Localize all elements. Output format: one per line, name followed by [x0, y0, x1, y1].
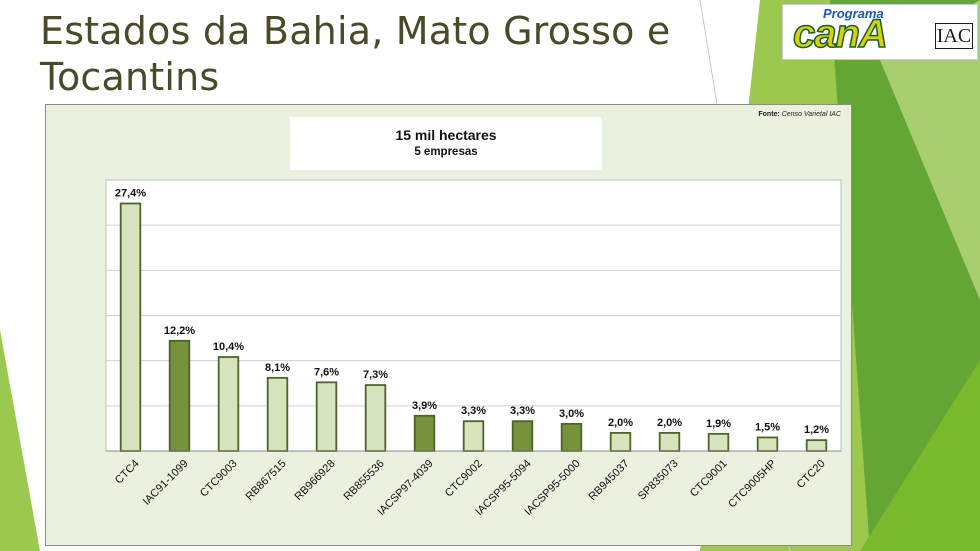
bar-rb945037: [609, 432, 632, 452]
bar-rb855536: [364, 384, 387, 452]
bar-ctc20: [805, 439, 828, 452]
bar-iacsp95-5094: [511, 420, 534, 452]
bar-ctc4: [119, 202, 142, 452]
bar-sp835073: [658, 432, 681, 452]
chart-title: 15 mil hectares: [395, 127, 497, 143]
x-tick-label: RB855536: [341, 458, 386, 503]
data-label: 1,2%: [804, 424, 829, 436]
bar-ctc9005hp: [756, 436, 779, 452]
bar-iacsp97-4039: [413, 414, 436, 452]
x-tick-label: SP835073: [636, 458, 681, 503]
data-label: 27,4%: [115, 187, 146, 199]
bar-iac91-1099: [168, 339, 191, 452]
bar-ctc9001: [707, 432, 730, 452]
x-tick-label: CTC4: [113, 458, 142, 487]
x-tick-label: CTC9005HP: [726, 458, 779, 511]
source-label: Fonte:: [758, 111, 780, 118]
chart-subtitle: 5 empresas: [414, 146, 478, 158]
logo-programa-text: Programa: [823, 6, 884, 21]
data-label: 7,3%: [363, 369, 388, 381]
chart-title-box: 15 mil hectares 5 empresas: [290, 117, 602, 170]
data-label: 12,2%: [164, 325, 195, 337]
x-tick-label: RB867515: [243, 458, 288, 503]
x-tick-label: CTC9003: [198, 458, 240, 500]
data-label: 3,3%: [461, 405, 486, 417]
x-tick-label: CTC9002: [443, 458, 485, 500]
bar-iacsp95-5000: [560, 422, 583, 452]
bar-ctc9003: [217, 356, 240, 452]
data-label: 8,1%: [265, 362, 290, 374]
x-tick-label: RB945037: [586, 458, 631, 503]
slide-title: Estados da Bahia, Mato Grosso e Tocantin…: [40, 9, 671, 99]
x-tick-label: RB966928: [292, 458, 337, 503]
bar-chart: 27,4% CTC4 12,2% IAC91-1099 10,4% CTC9003 8,1%…: [105, 179, 842, 518]
data-label: 2,0%: [657, 417, 682, 429]
data-label: 3,3%: [510, 405, 535, 417]
logo-cana-text: canA: [792, 12, 888, 56]
data-label: 1,9%: [706, 418, 731, 430]
bar-rb867515: [266, 376, 289, 452]
x-tick-label: CTC9001: [688, 458, 730, 500]
source-text: Censo Varietal IAC: [781, 111, 841, 118]
x-tick-label: IAC91-1099: [141, 458, 191, 508]
data-label: 10,4%: [213, 341, 244, 353]
logo-iac-badge: IAC: [935, 23, 973, 49]
x-tick-label: CTC20: [795, 458, 828, 491]
data-label: 1,5%: [755, 421, 780, 433]
bar-ctc9002: [462, 420, 485, 452]
data-label: 2,0%: [608, 417, 633, 429]
data-label: 3,0%: [559, 408, 584, 420]
data-label: 7,6%: [314, 366, 339, 378]
bar-rb966928: [315, 381, 338, 452]
data-label: 3,9%: [412, 400, 437, 412]
programa-cana-logo: Programa canA IAC: [782, 4, 978, 60]
chart-source: Fonte: Censo Varietal IAC: [758, 111, 841, 118]
chart-panel: Fonte: Censo Varietal IAC 15 mil hectare…: [45, 104, 852, 546]
